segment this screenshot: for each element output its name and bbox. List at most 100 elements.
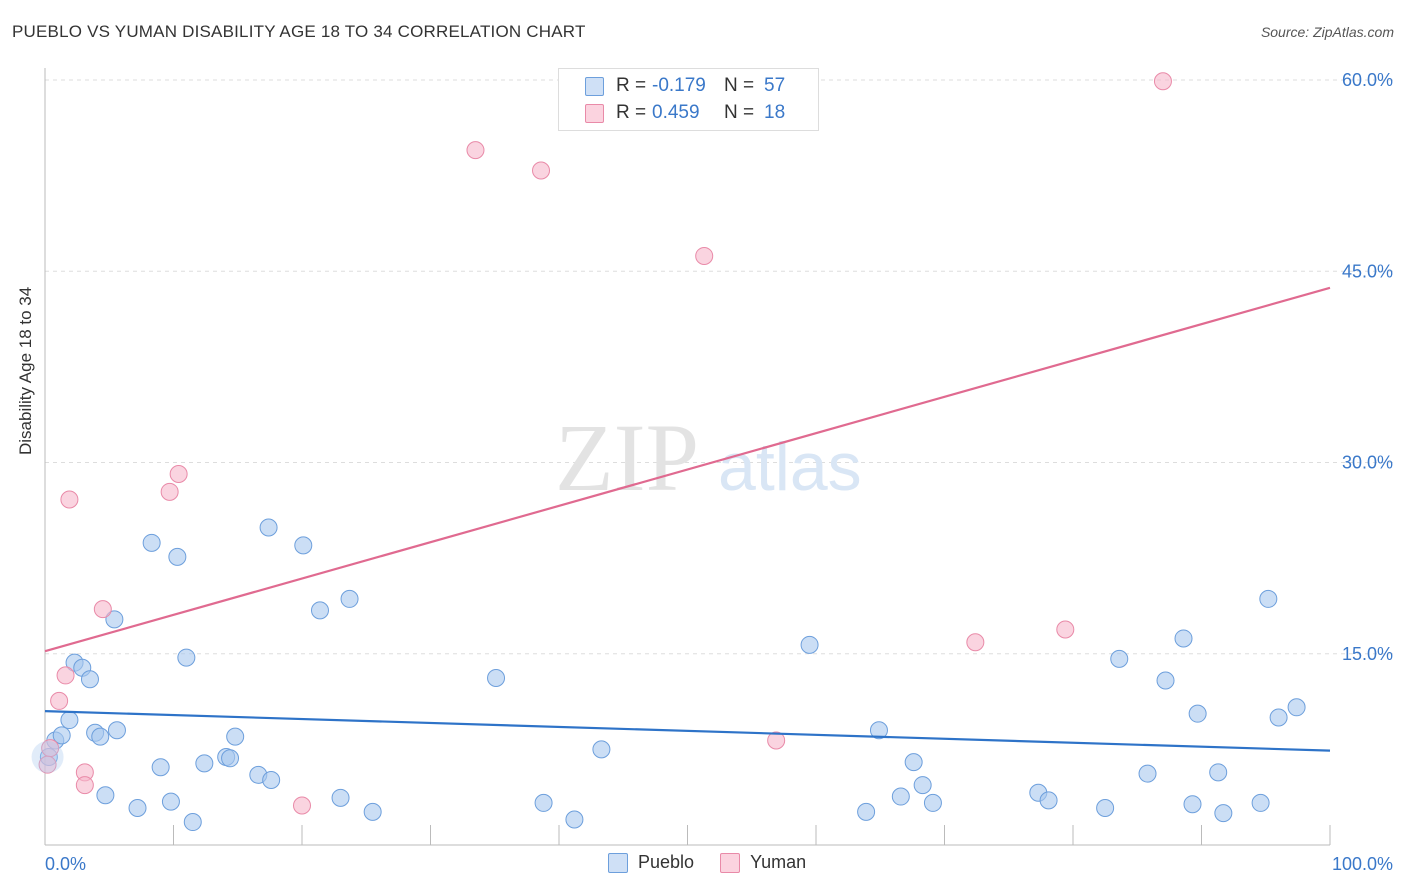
pueblo-point bbox=[1287, 698, 1306, 717]
pueblo-trend-line bbox=[44, 710, 1331, 752]
yuman-point bbox=[1153, 72, 1172, 91]
pueblo-point bbox=[487, 668, 506, 687]
yuman-point bbox=[75, 776, 94, 795]
data-points bbox=[31, 72, 1306, 832]
pueblo-point bbox=[168, 547, 187, 566]
r-label: R = bbox=[616, 102, 647, 123]
trend-lines bbox=[44, 286, 1331, 752]
pueblo-point bbox=[340, 589, 359, 608]
pueblo-point bbox=[91, 727, 110, 746]
pueblo-point bbox=[1183, 795, 1202, 814]
yuman-swatch bbox=[720, 852, 741, 873]
pueblo-point bbox=[226, 727, 245, 746]
pueblo-swatch bbox=[608, 852, 628, 873]
n-label: N = bbox=[724, 102, 755, 123]
gridlines bbox=[45, 79, 1395, 655]
y-axis-label: Disability Age 18 to 34 bbox=[16, 286, 35, 455]
pueblo-point bbox=[177, 648, 196, 667]
source-label: Source: ZipAtlas.com bbox=[1260, 24, 1394, 40]
series-legend: Pueblo Yuman bbox=[608, 852, 832, 873]
pueblo-point bbox=[923, 793, 942, 812]
pueblo-point bbox=[221, 749, 240, 768]
pueblo-point bbox=[31, 741, 64, 774]
pueblo-point bbox=[183, 813, 202, 832]
r-label: R = bbox=[616, 75, 647, 96]
legend-label: Yuman bbox=[750, 852, 807, 872]
pueblo-point bbox=[1039, 791, 1058, 810]
pueblo-point bbox=[142, 533, 161, 552]
pueblo-point bbox=[1251, 793, 1270, 812]
yuman-point bbox=[695, 246, 714, 265]
yuman-point bbox=[50, 691, 69, 710]
yuman-point bbox=[1056, 620, 1075, 639]
yuman-point bbox=[532, 161, 551, 180]
legend-row-pueblo: R = -0.179 N = 57 bbox=[585, 74, 785, 98]
yuman-swatch bbox=[585, 103, 604, 123]
pueblo-point bbox=[592, 740, 611, 759]
legend-item-yuman: Yuman bbox=[720, 852, 806, 873]
pueblo-point bbox=[1138, 764, 1157, 783]
pueblo-point bbox=[151, 758, 170, 777]
n-value: 18 bbox=[764, 102, 786, 123]
yuman-point bbox=[38, 755, 57, 774]
yuman-point bbox=[93, 600, 112, 619]
pueblo-point bbox=[52, 726, 71, 745]
pueblo-swatch bbox=[585, 76, 604, 96]
pueblo-point bbox=[565, 810, 584, 829]
yuman-point bbox=[56, 666, 75, 685]
r-value: 0.459 bbox=[652, 102, 700, 123]
pueblo-point bbox=[1110, 649, 1129, 668]
x-tick-label: 100.0% bbox=[1332, 854, 1393, 874]
pueblo-point bbox=[1156, 671, 1175, 690]
pueblo-point bbox=[1214, 804, 1233, 823]
x-tick-label: 0.0% bbox=[45, 854, 86, 874]
pueblo-point bbox=[1259, 589, 1278, 608]
pueblo-point bbox=[262, 770, 281, 789]
axes bbox=[44, 68, 1331, 846]
pueblo-point bbox=[800, 635, 819, 654]
pueblo-point bbox=[105, 610, 124, 629]
yuman-point bbox=[169, 464, 188, 483]
pueblo-point bbox=[857, 802, 876, 821]
pueblo-point bbox=[107, 721, 126, 740]
yuman-point bbox=[293, 796, 311, 815]
pueblo-point bbox=[331, 788, 350, 807]
pueblo-point bbox=[96, 786, 115, 805]
watermark-zip: ZIP bbox=[555, 404, 699, 511]
pueblo-point bbox=[363, 802, 382, 821]
correlation-legend: R = -0.179 N = 57 R = 0.459 N = 18 bbox=[558, 68, 819, 131]
yuman-point bbox=[60, 490, 79, 509]
pueblo-point bbox=[913, 776, 932, 795]
pueblo-point bbox=[80, 670, 99, 689]
y-tick-label: 45.0% bbox=[1342, 261, 1393, 281]
yuman-point bbox=[466, 141, 485, 160]
pueblo-point bbox=[891, 787, 910, 806]
chart-title: PUEBLO VS YUMAN DISABILITY AGE 18 TO 34 … bbox=[12, 22, 586, 41]
r-value: -0.179 bbox=[652, 75, 706, 96]
legend-row-yuman: R = 0.459 N = 18 bbox=[585, 101, 785, 125]
pueblo-point bbox=[1188, 704, 1207, 723]
pueblo-point bbox=[869, 721, 888, 740]
pueblo-point bbox=[128, 799, 147, 818]
y-tick-label: 30.0% bbox=[1342, 453, 1393, 473]
tick-labels: 15.0% 30.0% 45.0% 60.0% 0.0% 100.0% bbox=[45, 70, 1393, 874]
pueblo-point bbox=[1269, 708, 1288, 727]
y-tick-label: 60.0% bbox=[1342, 70, 1393, 90]
pueblo-point bbox=[904, 753, 923, 772]
yuman-trend-line bbox=[44, 286, 1331, 653]
pueblo-point bbox=[195, 754, 214, 773]
yuman-point bbox=[966, 633, 985, 652]
yuman-point bbox=[160, 482, 179, 501]
n-value: 57 bbox=[764, 75, 786, 96]
pueblo-point bbox=[534, 793, 553, 812]
legend-label: Pueblo bbox=[638, 852, 695, 872]
pueblo-point bbox=[294, 536, 313, 555]
legend-item-pueblo: Pueblo bbox=[608, 852, 694, 873]
pueblo-point bbox=[310, 601, 329, 620]
y-tick-label: 15.0% bbox=[1342, 644, 1393, 664]
pueblo-point bbox=[1209, 763, 1228, 782]
pueblo-point bbox=[1096, 799, 1115, 818]
pueblo-point bbox=[60, 711, 79, 730]
pueblo-point bbox=[259, 518, 278, 537]
yuman-point bbox=[767, 731, 786, 750]
